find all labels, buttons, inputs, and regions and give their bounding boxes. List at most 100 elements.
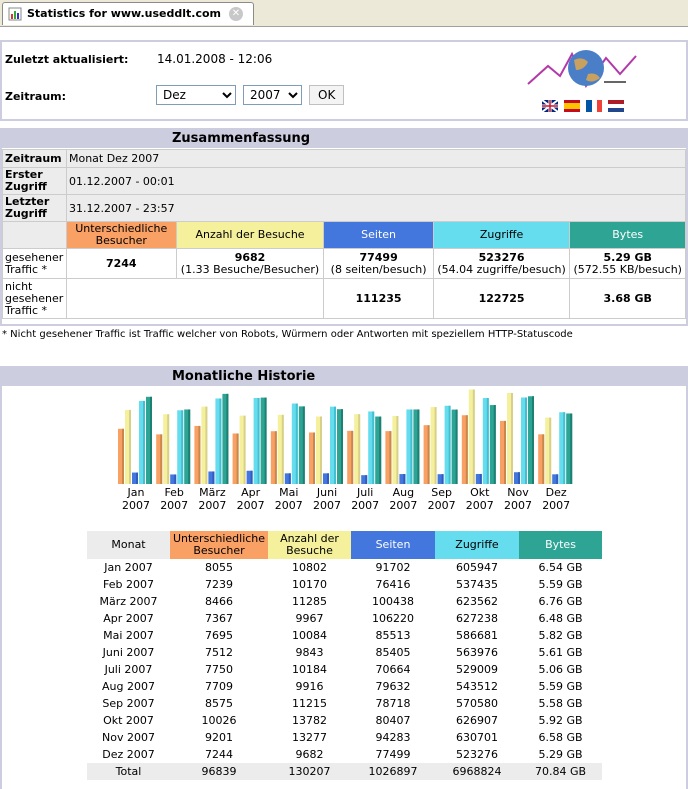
bar-visits [430,407,437,484]
period-label: Zeitraum: [5,90,67,103]
table-row: Sep 2007 8575 11215 78718 570580 5.58 GB [87,695,602,712]
bar-shade [205,406,208,484]
bar-pages [552,474,559,484]
hist-cell-visits: 13277 [292,731,327,744]
bar-shade [448,405,451,484]
summary-title: Zusammenfassung [172,131,311,146]
bar-visitors [309,432,315,484]
hist-cell-hits: 627238 [456,612,498,625]
bar-visits [163,414,170,484]
close-icon[interactable]: ✕ [229,7,243,21]
bar-bytes [528,396,534,484]
tab-title: Statistics for www.useddlt.com [27,7,221,20]
table-row: Mai 2007 7695 10084 85513 586681 5.82 GB [87,627,602,644]
hist-cell-pages: 85513 [375,629,411,642]
hist-cell-month: Mai 2007 [103,629,154,642]
hist-col-bytes: Bytes [519,531,602,559]
bar-shade [493,405,496,484]
table-row: Aug 2007 7709 9916 79632 543512 5.59 GB [87,678,602,695]
bar-shade [486,398,489,484]
bar-shade [257,397,260,484]
hist-cell-pages: 70664 [375,663,411,676]
hist-cell-bytes: 5.61 GB [538,646,583,659]
hist-cell-hits: 626907 [456,714,498,727]
last-access-label: Letzter Zugriff [2,194,67,222]
bar-shade [396,416,399,484]
bar-shade [351,430,354,484]
hist-cell-pages: 79632 [375,680,411,693]
hist-cell-pages: 80407 [375,714,411,727]
col-pages: Seiten [323,221,434,249]
bar-hits [139,400,145,484]
bar-hits [521,397,527,484]
flag-uk-icon[interactable] [541,99,559,115]
hist-col-visitors: Unterschiedliche Besucher [170,531,268,559]
bar-pages [208,471,215,484]
year-select[interactable]: 2007 [243,85,302,105]
hist-cell-visits: 11285 [292,595,327,608]
bar-hits [330,406,336,484]
bar-shade [334,406,336,484]
bar-shade [525,397,527,484]
bar-shade [129,409,131,484]
bar-shade [136,472,138,484]
hist-cell-visitors: 7709 [205,680,233,693]
summary-corner [2,221,67,249]
bar-hits [215,398,222,484]
bar-shade [504,420,506,484]
col-bytes: Bytes [569,221,686,249]
col-visitors: Unterschiedliche Besucher [65,221,177,249]
bar-bytes [489,405,496,484]
bar-shade [150,396,152,484]
total-visits: 130207 [268,763,351,780]
hist-cell-pages: 77499 [375,748,411,761]
awstats-logo-icon [527,50,637,89]
zeitraum-label: Zeitraum [2,149,67,168]
unseen-bytes: 3.68 GB [569,278,686,319]
total-pages: 1026897 [351,763,435,780]
updated-label: Zuletzt aktualisiert: [5,53,129,66]
hist-cell-visits: 10184 [292,663,327,676]
hist-cell-month: Feb 2007 [103,578,154,591]
hist-cell-visits: 10170 [292,578,327,591]
table-row: Juli 2007 7750 10184 70664 529009 5.06 GB [87,661,602,678]
bar-visitors [156,434,163,484]
history-header: Monatliche Historie [2,368,686,386]
flag-fr-icon[interactable] [586,100,602,115]
bar-shade [358,414,361,484]
bar-visits [239,415,246,484]
monthly-bar-chart [118,389,573,484]
hist-cell-visitors: 8575 [205,697,233,710]
summary-table: Zeitraum Monat Dez 2007 Erster Zugriff 0… [2,149,687,319]
chart-month-label: Juni 2007 [313,486,341,512]
flag-es-icon[interactable] [564,100,580,115]
ok-button[interactable]: OK [309,85,345,105]
hist-cell-hits: 630701 [456,731,498,744]
month-select[interactable]: Dez [156,85,236,105]
bar-shade [389,431,392,484]
bar-shade [365,475,368,484]
bar-hits [253,397,260,484]
bar-shade [427,425,430,484]
browser-tab[interactable]: Statistics for www.useddlt.com ✕ [2,2,254,25]
hist-cell-hits: 570580 [456,697,498,710]
total-label: Total [87,763,170,780]
hist-cell-visitors: 7512 [205,646,233,659]
bar-shade [327,473,329,484]
table-row: Nov 2007 9201 13277 94283 630701 6.58 GB [87,729,602,746]
hist-cell-month: Apr 2007 [103,612,154,625]
first-access-label: Erster Zugriff [2,167,67,195]
history-title: Monatliche Historie [172,369,316,384]
browser-tab-bar: Statistics for www.useddlt.com ✕ [0,0,688,27]
bar-visits [354,414,361,484]
flag-nl-icon[interactable] [608,100,624,115]
table-row: Dez 2007 7244 9682 77499 523276 5.29 GB [87,746,602,763]
zeitraum-value: Monat Dez 2007 [65,149,687,168]
bar-shade [167,414,170,484]
bar-shade [274,431,277,484]
table-row: Jan 2007 8055 10802 91702 605947 6.54 GB [87,559,602,576]
bar-shade [188,409,191,484]
bar-bytes [184,409,191,484]
table-row: Okt 2007 10026 13782 80407 626907 5.92 GB [87,712,602,729]
hist-cell-visits: 9843 [295,646,324,659]
